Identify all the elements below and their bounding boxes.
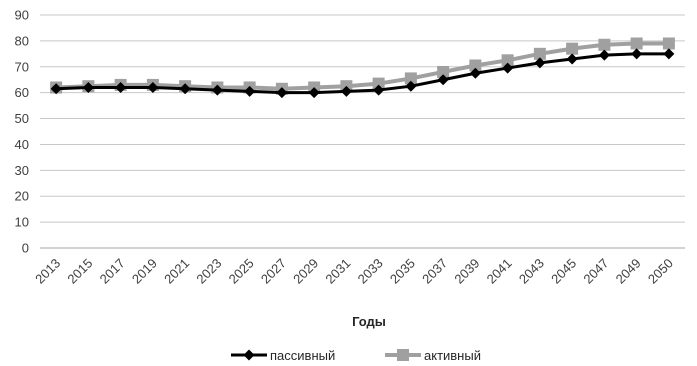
x-axis-ticks: 2013 2015 2017 2019 2021 2023 2025 2027 2029 2031… bbox=[32, 256, 676, 287]
x-tick-label: 2013 bbox=[32, 256, 63, 287]
data-point-square bbox=[566, 42, 579, 55]
x-tick-label: 2039 bbox=[451, 256, 482, 287]
x-tick-label: 2021 bbox=[161, 256, 192, 287]
data-point-diamond bbox=[276, 87, 288, 99]
data-point-diamond bbox=[340, 85, 352, 97]
data-point-square bbox=[598, 38, 611, 51]
data-point-square bbox=[404, 72, 417, 85]
legend-item-passive: пассивный bbox=[231, 348, 335, 363]
x-tick-label: 2050 bbox=[645, 256, 676, 287]
x-tick-label: 2019 bbox=[129, 256, 160, 287]
y-tick-label: 70 bbox=[15, 59, 29, 74]
x-tick-label: 2035 bbox=[387, 256, 418, 287]
y-tick-label: 40 bbox=[15, 137, 29, 152]
x-tick-label: 2049 bbox=[613, 256, 644, 287]
series-line bbox=[56, 52, 669, 95]
data-point-square bbox=[533, 47, 546, 60]
x-tick-label: 2029 bbox=[290, 256, 321, 287]
data-point-square bbox=[662, 37, 675, 50]
data-point-diamond bbox=[534, 57, 546, 69]
data-point-square bbox=[469, 59, 482, 72]
y-tick-label: 0 bbox=[22, 241, 29, 256]
legend-marker-diamond bbox=[243, 349, 255, 361]
legend-item-active: активный bbox=[385, 348, 481, 363]
data-point-square bbox=[437, 65, 450, 78]
legend-label: пассивный bbox=[270, 348, 335, 363]
data-point-diamond bbox=[179, 83, 191, 95]
data-point-diamond bbox=[631, 48, 643, 60]
x-tick-label: 2023 bbox=[193, 256, 224, 287]
y-tick-label: 90 bbox=[15, 8, 29, 23]
y-tick-label: 20 bbox=[15, 189, 29, 204]
y-axis-ticks: 0 10 20 30 40 50 60 70 80 90 bbox=[15, 8, 29, 256]
data-point-diamond bbox=[244, 85, 256, 97]
data-point-diamond bbox=[566, 53, 578, 65]
gridlines bbox=[40, 14, 685, 249]
data-point-diamond bbox=[469, 67, 481, 79]
data-point-diamond bbox=[308, 87, 320, 99]
data-point-square bbox=[630, 37, 643, 50]
data-point-diamond bbox=[50, 83, 62, 95]
y-tick-label: 50 bbox=[15, 111, 29, 126]
data-point-diamond bbox=[82, 81, 94, 93]
legend: пассивный активный bbox=[231, 348, 481, 363]
y-tick-label: 30 bbox=[15, 163, 29, 178]
data-point-diamond bbox=[437, 74, 449, 86]
x-tick-label: 2031 bbox=[322, 256, 353, 287]
data-point-diamond bbox=[502, 62, 514, 74]
data-point-diamond bbox=[147, 81, 159, 93]
x-tick-label: 2037 bbox=[419, 256, 450, 287]
data-point-diamond bbox=[663, 48, 675, 60]
legend-marker-square bbox=[397, 349, 409, 361]
data-point-diamond bbox=[405, 80, 417, 92]
x-tick-label: 2027 bbox=[258, 256, 289, 287]
x-tick-label: 2047 bbox=[580, 256, 611, 287]
data-point-diamond bbox=[211, 84, 223, 96]
data-point-square bbox=[501, 54, 514, 67]
y-tick-label: 10 bbox=[15, 215, 29, 230]
series-lines bbox=[50, 37, 675, 99]
x-tick-label: 2015 bbox=[64, 256, 95, 287]
legend-label: активный bbox=[424, 348, 481, 363]
data-point-diamond bbox=[598, 49, 610, 61]
x-axis-label: Годы bbox=[352, 314, 386, 329]
data-point-diamond bbox=[115, 81, 127, 93]
x-tick-label: 2017 bbox=[97, 256, 128, 287]
y-tick-label: 60 bbox=[15, 85, 29, 100]
x-tick-label: 2043 bbox=[516, 256, 547, 287]
data-point-diamond bbox=[373, 84, 385, 96]
data-point-square bbox=[372, 77, 385, 90]
x-tick-label: 2033 bbox=[355, 256, 386, 287]
x-tick-label: 2045 bbox=[548, 256, 579, 287]
y-tick-label: 80 bbox=[15, 33, 29, 48]
x-tick-label: 2041 bbox=[484, 256, 515, 287]
x-tick-label: 2025 bbox=[226, 256, 257, 287]
series-passive bbox=[50, 48, 675, 99]
